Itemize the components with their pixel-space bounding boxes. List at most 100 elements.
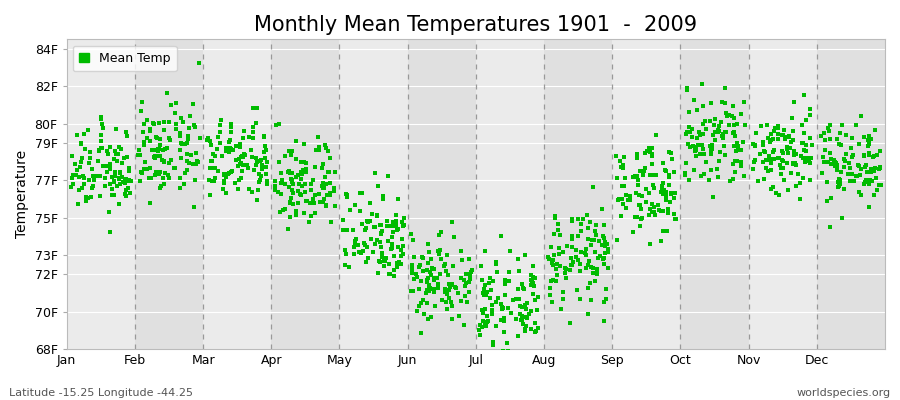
- Point: [107, 173, 122, 180]
- Point: [234, 168, 248, 174]
- Point: [515, 304, 529, 310]
- Point: [508, 316, 523, 322]
- Point: [726, 129, 741, 135]
- Point: [384, 222, 399, 229]
- Point: [576, 216, 590, 222]
- Point: [687, 97, 701, 104]
- Point: [635, 172, 650, 178]
- Point: [303, 199, 318, 206]
- Point: [476, 290, 491, 296]
- Point: [554, 262, 568, 269]
- Point: [690, 142, 705, 149]
- Point: [524, 272, 538, 278]
- Point: [725, 130, 740, 136]
- Point: [465, 267, 480, 274]
- Point: [688, 148, 702, 154]
- Point: [579, 250, 593, 256]
- Point: [66, 172, 80, 178]
- Point: [136, 129, 150, 136]
- Point: [439, 306, 454, 312]
- Point: [474, 324, 489, 331]
- Point: [647, 212, 662, 218]
- Point: [259, 164, 274, 170]
- Point: [842, 160, 856, 166]
- Point: [688, 152, 703, 159]
- Point: [460, 299, 474, 305]
- Point: [416, 297, 430, 304]
- Point: [238, 152, 252, 158]
- Point: [425, 264, 439, 271]
- Point: [528, 297, 543, 303]
- Point: [324, 219, 338, 226]
- Point: [395, 223, 410, 229]
- Point: [308, 210, 322, 216]
- Point: [322, 155, 337, 162]
- Point: [205, 151, 220, 158]
- Point: [353, 208, 367, 214]
- Point: [282, 168, 296, 174]
- Point: [445, 316, 459, 322]
- Point: [550, 260, 564, 267]
- Point: [464, 268, 478, 275]
- Point: [180, 151, 194, 158]
- Point: [579, 252, 593, 258]
- Point: [283, 200, 297, 206]
- Point: [404, 266, 419, 272]
- Point: [644, 150, 659, 157]
- Point: [288, 212, 302, 219]
- Point: [681, 177, 696, 184]
- Point: [664, 150, 679, 156]
- Point: [717, 128, 732, 135]
- Point: [510, 332, 525, 339]
- Point: [480, 323, 494, 329]
- Point: [706, 132, 720, 138]
- Point: [746, 159, 760, 165]
- Point: [299, 160, 313, 166]
- Point: [653, 238, 668, 244]
- Point: [756, 142, 770, 148]
- Point: [247, 167, 261, 174]
- Point: [788, 160, 803, 166]
- Point: [419, 289, 434, 296]
- Point: [281, 226, 295, 232]
- Point: [268, 186, 283, 193]
- Point: [431, 281, 446, 287]
- Point: [838, 158, 852, 164]
- Point: [296, 159, 310, 166]
- Point: [719, 110, 733, 117]
- Point: [118, 180, 132, 187]
- Point: [358, 242, 373, 248]
- Point: [410, 308, 424, 314]
- Point: [736, 139, 751, 146]
- Point: [430, 274, 445, 281]
- Point: [158, 158, 172, 164]
- Point: [582, 219, 597, 226]
- Point: [320, 192, 334, 198]
- Point: [731, 147, 745, 154]
- Point: [490, 322, 504, 329]
- Point: [147, 121, 161, 127]
- Point: [644, 153, 659, 160]
- Bar: [476, 39, 544, 349]
- Point: [693, 151, 707, 157]
- Point: [709, 166, 724, 172]
- Point: [761, 153, 776, 160]
- Point: [112, 169, 127, 175]
- Point: [161, 118, 176, 125]
- Point: [787, 148, 801, 154]
- Point: [857, 134, 871, 140]
- Point: [298, 198, 312, 204]
- Point: [819, 197, 833, 204]
- Point: [379, 255, 393, 262]
- Point: [867, 153, 881, 160]
- Point: [667, 195, 681, 201]
- Point: [719, 129, 733, 135]
- Point: [756, 159, 770, 166]
- Point: [94, 114, 108, 120]
- Point: [151, 145, 166, 152]
- Point: [734, 163, 748, 170]
- Point: [477, 292, 491, 298]
- Point: [787, 152, 801, 158]
- Point: [420, 278, 435, 285]
- Point: [491, 295, 505, 301]
